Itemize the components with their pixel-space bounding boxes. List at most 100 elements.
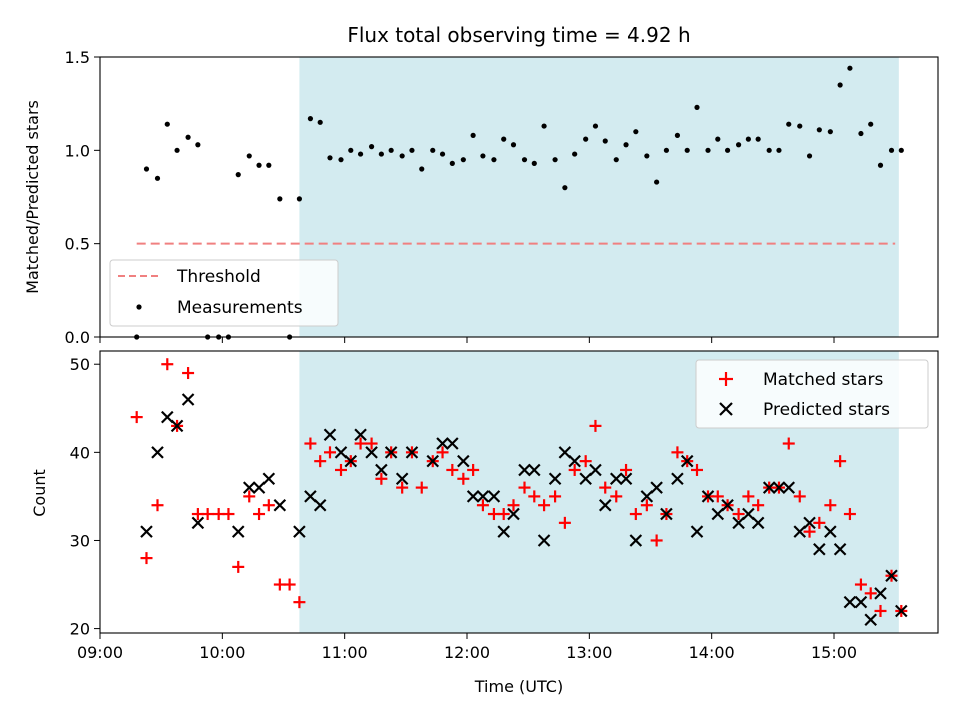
predicted-star-marker bbox=[231, 525, 245, 538]
measurement-point bbox=[827, 129, 833, 135]
measurement-point bbox=[572, 151, 578, 157]
matched-star-marker bbox=[323, 446, 336, 459]
matched-star-marker bbox=[599, 481, 612, 494]
measurement-point bbox=[583, 136, 589, 142]
matched-star-marker bbox=[742, 490, 755, 503]
measurement-point bbox=[368, 144, 375, 150]
predicted-star-marker bbox=[384, 446, 398, 459]
y-tick-label: 1.5 bbox=[65, 48, 90, 67]
matched-star-marker bbox=[396, 481, 409, 494]
top-axes-frame bbox=[99, 56, 939, 338]
matched-star-marker bbox=[253, 508, 266, 521]
predicted-star-marker bbox=[323, 428, 337, 441]
predicted-star-marker bbox=[650, 481, 663, 494]
measurement-point bbox=[460, 157, 466, 163]
measurement-point bbox=[327, 155, 333, 161]
matched-star-marker bbox=[222, 508, 235, 521]
measurement-point bbox=[715, 136, 721, 142]
top-y-axis-label: Matched/Predicted stars bbox=[23, 100, 42, 294]
matched-star-marker bbox=[140, 552, 153, 565]
measurement-point bbox=[705, 147, 711, 153]
matched-star-marker bbox=[650, 534, 663, 547]
matched-star-marker bbox=[467, 463, 480, 476]
matched-star-marker bbox=[843, 508, 856, 521]
legend-threshold-label: Threshold bbox=[176, 267, 261, 287]
predicted-star-marker bbox=[262, 472, 276, 486]
measurement-point bbox=[663, 147, 670, 153]
matched-star-marker bbox=[690, 463, 703, 476]
predicted-star-marker bbox=[568, 454, 581, 468]
predicted-star-marker bbox=[354, 428, 367, 441]
observing-window-shade-top bbox=[299, 57, 899, 337]
chart-title: Flux total observing time = 4.92 h bbox=[347, 23, 690, 47]
measurement-point bbox=[246, 153, 252, 159]
measurement-point bbox=[317, 119, 323, 125]
matched-star-marker bbox=[620, 463, 633, 476]
predicted-star-marker bbox=[395, 472, 409, 486]
x-tick-label: 12:00 bbox=[444, 643, 490, 662]
matched-star-marker bbox=[782, 437, 795, 450]
matched-star-marker bbox=[824, 499, 837, 512]
matched-star-marker bbox=[752, 499, 765, 512]
predicted-star-marker bbox=[833, 543, 847, 556]
measurement-point bbox=[277, 196, 283, 202]
predicted-star-marker bbox=[537, 534, 551, 547]
x-tick-label: 13:00 bbox=[566, 643, 612, 662]
measurement-point bbox=[449, 160, 455, 166]
measurement-point bbox=[847, 65, 853, 71]
measurement-point bbox=[501, 136, 507, 142]
predicted-star-marker bbox=[843, 595, 857, 609]
measurement-point bbox=[684, 147, 690, 153]
legend-measurements-swatch bbox=[136, 304, 142, 310]
matched-star-marker bbox=[243, 490, 256, 503]
measurement-points bbox=[134, 65, 904, 340]
matched-star-marker bbox=[436, 446, 449, 459]
matched-star-marker bbox=[283, 578, 296, 591]
measurement-point bbox=[154, 175, 161, 181]
predicted-star-marker bbox=[874, 587, 887, 600]
measurement-point bbox=[541, 123, 547, 129]
matched-star-marker bbox=[457, 472, 470, 485]
predicted-star-marker bbox=[426, 454, 440, 468]
matched-star-marker bbox=[335, 463, 348, 476]
matched-star-marker bbox=[579, 455, 592, 468]
top-legend: Threshold Measurements bbox=[109, 259, 339, 327]
x-tick-label: 10:00 bbox=[199, 643, 245, 662]
measurement-point bbox=[296, 196, 303, 202]
measurement-point bbox=[439, 151, 446, 157]
predicted-star-marker bbox=[782, 481, 796, 494]
predicted-star-marker bbox=[181, 393, 195, 406]
matched-star-marker bbox=[293, 596, 306, 609]
measurement-point bbox=[858, 130, 864, 137]
measurement-point bbox=[388, 147, 394, 153]
matched-star-marker bbox=[415, 481, 428, 494]
predicted-star-marker bbox=[762, 481, 776, 494]
matched-star-marker bbox=[476, 499, 489, 512]
measurement-point bbox=[786, 121, 792, 127]
top-legend-box bbox=[109, 259, 339, 327]
predicted-star-marker bbox=[313, 498, 327, 512]
measurement-point bbox=[399, 153, 405, 159]
predicted-star-marker bbox=[191, 516, 205, 530]
matched-star-marker bbox=[813, 516, 826, 529]
predicted-star-marker bbox=[558, 446, 572, 459]
y-tick-label: 50 bbox=[70, 355, 90, 374]
measurement-point bbox=[185, 134, 191, 140]
predicted-star-marker bbox=[619, 472, 633, 486]
predicted-star-marker bbox=[885, 569, 898, 582]
matched-star-marker bbox=[518, 481, 531, 494]
predicted-star-marker bbox=[436, 437, 449, 450]
predicted-star-marker bbox=[334, 446, 348, 459]
measurement-point bbox=[409, 147, 415, 153]
x-axis-label: Time (UTC) bbox=[474, 677, 563, 696]
measurement-point bbox=[378, 151, 384, 157]
matched-star-marker bbox=[182, 367, 195, 380]
predicted-star-marker bbox=[497, 525, 510, 538]
y-tick-label: 30 bbox=[70, 531, 90, 550]
predicted-star-marker bbox=[579, 472, 592, 486]
measurement-point bbox=[338, 157, 344, 163]
matched-star-marker bbox=[610, 490, 623, 503]
matched-star-marker bbox=[130, 411, 143, 424]
legend-predicted-swatch bbox=[719, 402, 733, 416]
